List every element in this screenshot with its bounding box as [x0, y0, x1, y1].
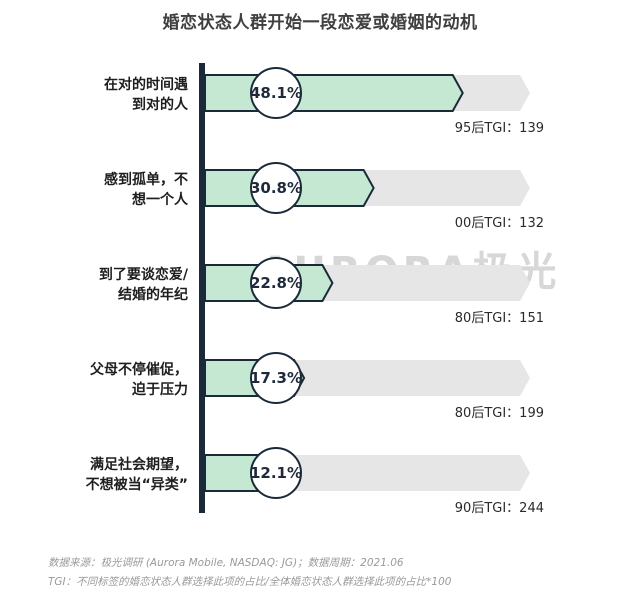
data-label: 17.3% — [250, 369, 302, 387]
category-label: 到对的人 — [132, 96, 189, 113]
tgi-label: 90后TGI：244 — [455, 501, 544, 516]
data-label: 22.8% — [250, 274, 302, 292]
value-circle — [250, 447, 302, 499]
category-label: 父母不停催促， — [89, 361, 188, 378]
footnote-tgi: TGI：不同标签的婚恋状态人群选择此项的占比/全体婚恋状态人群选择此项的占比*1… — [48, 576, 452, 588]
bar — [204, 74, 464, 112]
value-circle — [250, 67, 302, 119]
tgi-label: 80后TGI：199 — [455, 406, 544, 421]
value-circle — [250, 352, 302, 404]
tgi-label: 80后TGI：151 — [455, 311, 544, 326]
data-label: 30.8% — [250, 179, 302, 197]
tgi-label: 00后TGI：132 — [455, 216, 544, 231]
category-label: 想一个人 — [131, 191, 189, 208]
category-label: 不想被当“异类” — [86, 476, 188, 493]
category-label: 感到孤单，不 — [104, 171, 188, 188]
data-label: 12.1% — [250, 464, 302, 482]
category-label: 满足社会期望， — [90, 456, 188, 473]
data-label: 48.1% — [250, 84, 302, 102]
category-label: 迫于压力 — [131, 381, 188, 398]
category-label: 到了要谈恋爱/ — [99, 266, 189, 283]
value-circle — [250, 257, 302, 309]
category-label: 在对的时间遇 — [104, 76, 188, 93]
tgi-label: 95后TGI：139 — [455, 121, 544, 136]
category-label: 结婚的年纪 — [118, 286, 188, 303]
value-circle — [250, 162, 302, 214]
chart-title: 婚恋状态人群开始一段恋爱或婚姻的动机 — [162, 13, 478, 33]
y-axis-line — [199, 63, 205, 513]
footnote-source: 数据来源：极光调研 (Aurora Mobile, NASDAQ: JG)；数据… — [48, 557, 404, 569]
